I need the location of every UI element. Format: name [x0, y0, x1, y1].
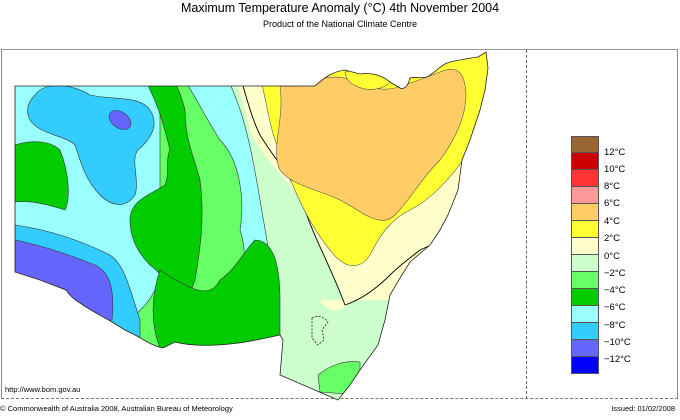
legend-swatch — [571, 272, 599, 289]
legend-swatch — [571, 153, 599, 170]
legend-swatch — [571, 204, 599, 221]
legend-swatch — [571, 323, 599, 340]
legend-swatch — [571, 238, 599, 255]
legend-label: 6°C — [604, 198, 620, 209]
legend-swatch — [571, 255, 599, 272]
legend-label: 4°C — [604, 216, 620, 227]
legend-swatch — [571, 306, 599, 323]
legend-label: −8°C — [604, 320, 626, 331]
legend-label: 12°C — [604, 147, 626, 158]
legend-label: 0°C — [604, 251, 620, 262]
copyright-notice: © Commonwealth of Australia 2008, Austra… — [0, 404, 233, 413]
legend-swatch — [571, 170, 599, 187]
legend-label: −2°C — [604, 268, 626, 279]
legend-swatch — [571, 357, 599, 374]
legend-swatch — [571, 136, 599, 153]
legend-label: 2°C — [604, 233, 620, 244]
map-subtitle: Product of the National Climate Centre — [262, 19, 418, 29]
legend-divider — [526, 50, 527, 399]
issued-date: Issued: 01/02/2008 — [611, 404, 675, 413]
legend-swatch — [571, 221, 599, 238]
map-title: Maximum Temperature Anomaly (°C) 4th Nov… — [180, 1, 500, 15]
legend-label: −6°C — [604, 302, 626, 313]
legend-label: −10°C — [604, 337, 631, 348]
act-border — [311, 316, 329, 346]
legend-label: −4°C — [604, 285, 626, 296]
source-url-link[interactable]: http://www.bom.gov.au — [5, 385, 81, 394]
state-border — [14, 51, 489, 401]
legend-label: −12°C — [604, 354, 631, 365]
legend-label: 10°C — [604, 164, 626, 175]
colour-legend — [571, 136, 599, 374]
legend-label: 8°C — [604, 181, 620, 192]
legend-swatch — [571, 340, 599, 357]
legend-swatch — [571, 187, 599, 204]
legend-swatch — [571, 289, 599, 306]
